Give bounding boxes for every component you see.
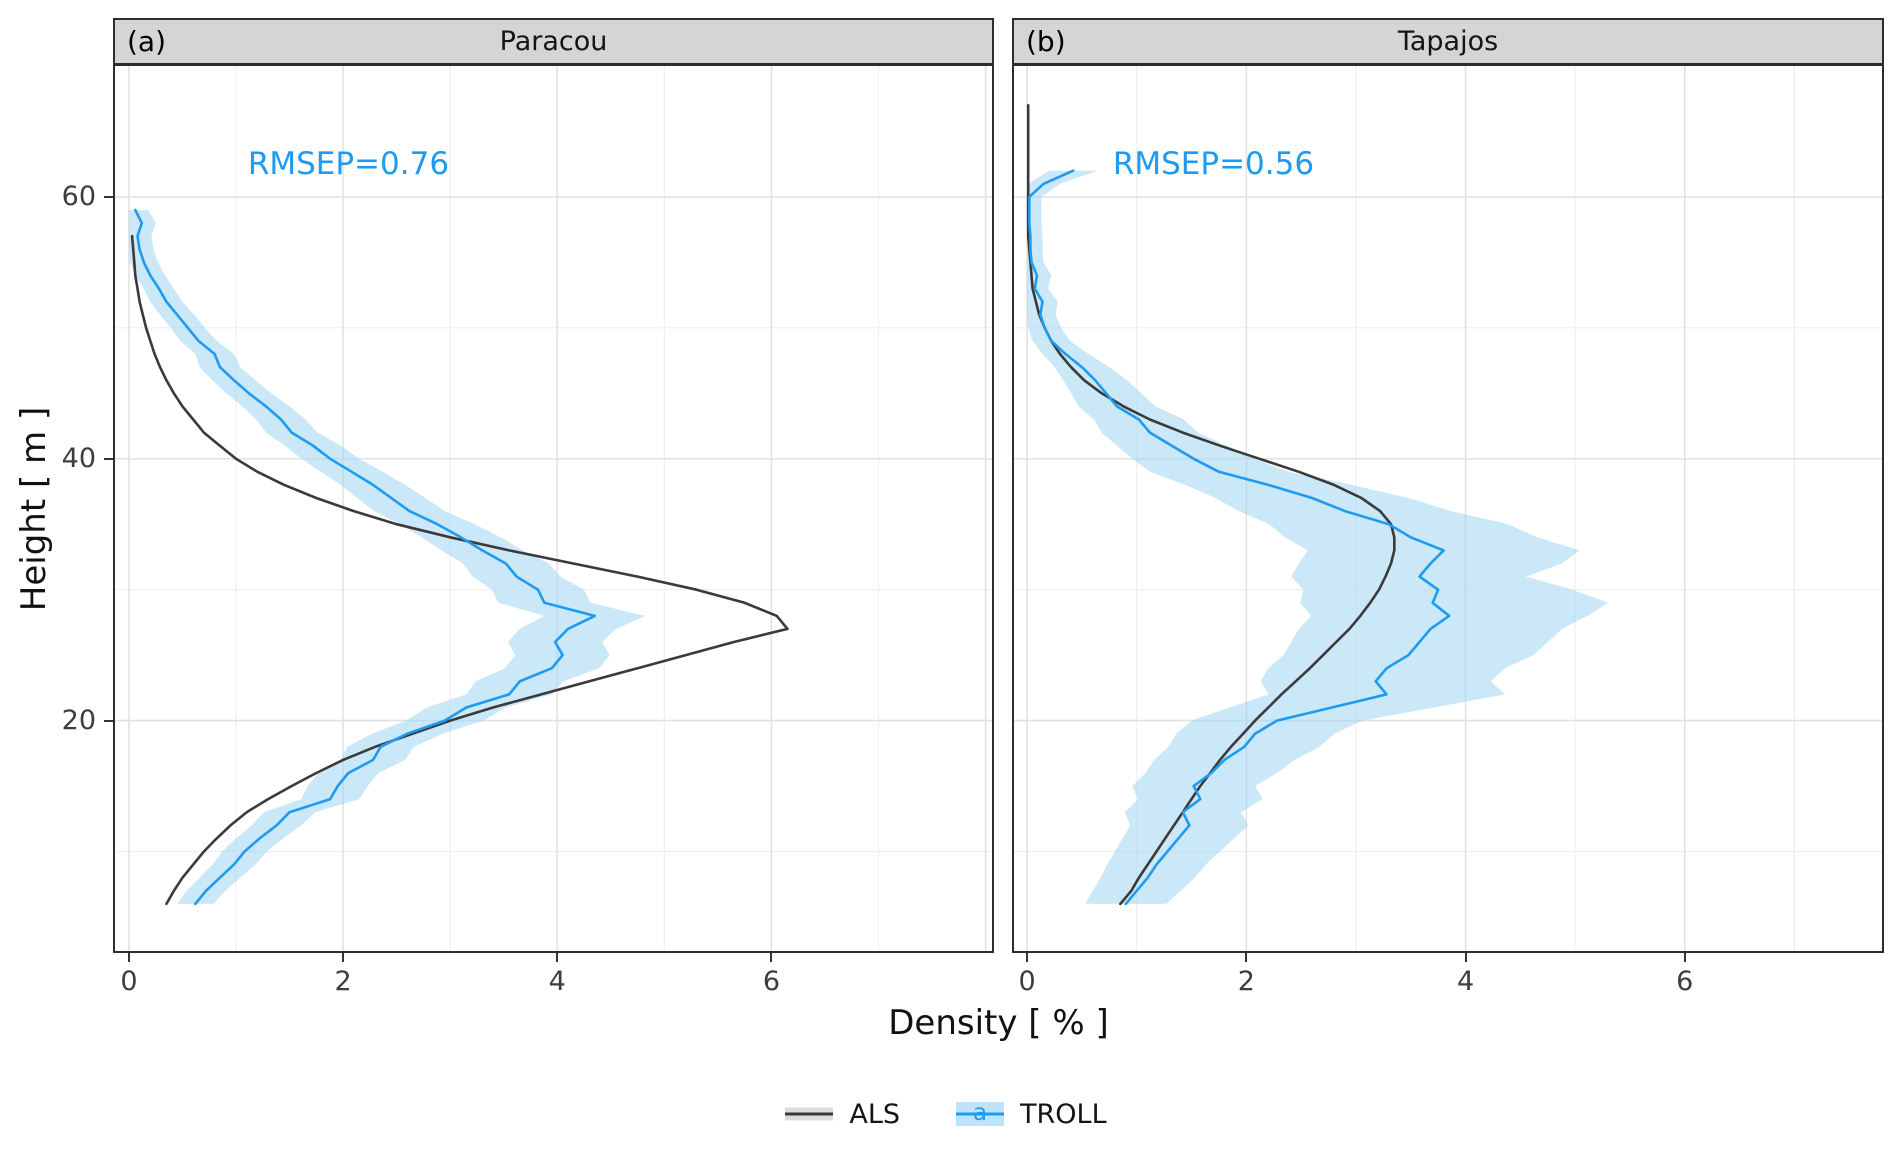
troll-key-line [956,1112,1005,1116]
troll-ribbon [1027,170,1608,904]
facet-strip-tapajos: (b) Tapajos [1012,18,1884,66]
facet-panel-paracou: (a) Paracou RMSEP=0.76 [113,18,994,953]
als-line-key-icon [785,1098,834,1130]
x-tick-mark [127,953,130,962]
facet-title-paracou: Paracou [499,26,608,57]
x-tick-label: 4 [548,966,566,997]
facet-panel-tapajos: (b) Tapajos RMSEP=0.56 [1012,18,1884,953]
panel-tag-b: (b) [1026,25,1066,58]
x-tick-label: 0 [120,966,138,997]
x-tick-label: 0 [1018,966,1036,997]
x-tick-label: 4 [1456,966,1475,997]
als-line [130,234,789,906]
x-tick-label: 2 [1237,966,1255,997]
plot-area-paracou: RMSEP=0.76 [113,66,994,953]
x-tick-mark [770,953,773,962]
panel-tag-a: (a) [127,25,167,58]
troll-ribbon-key-icon: a [956,1098,1005,1130]
y-tick-mark [104,719,113,722]
y-axis-title: Height [ m ] [14,406,54,612]
als-key-line [785,1112,834,1116]
legend: ALS a TROLL [0,1098,1892,1130]
facet-title-tapajos: Tapajos [1397,26,1499,57]
facet-strip-paracou: (a) Paracou [113,18,994,66]
y-tick-label: 20 [61,704,96,736]
legend-item-troll: a TROLL [956,1098,1107,1130]
x-tick-mark [342,953,345,962]
chart-canvas-tapajos [1014,66,1882,951]
y-tick-label: 40 [61,442,96,474]
troll-line [1028,169,1451,906]
troll-ribbon [128,210,646,904]
y-tick-label: 60 [61,180,96,212]
rmsep-annotation-tapajos: RMSEP=0.56 [1112,146,1315,183]
rmsep-annotation-paracou: RMSEP=0.76 [247,146,450,183]
legend-label-troll: TROLL [1020,1098,1107,1130]
y-tick-mark [104,457,113,460]
x-tick-label: 2 [334,966,352,997]
legend-item-als: ALS [785,1098,900,1130]
x-tick-mark [556,953,559,962]
x-tick-mark [1683,953,1686,962]
y-tick-mark [104,195,113,198]
legend-label-als: ALS [849,1098,901,1130]
x-tick-label: 6 [762,966,780,997]
troll-line [134,208,596,906]
x-tick-mark [1026,953,1029,962]
x-axis-title: Density [ % ] [888,1003,1109,1043]
x-tick-mark [1464,953,1467,962]
x-tick-mark [1245,953,1248,962]
plot-area-tapajos: RMSEP=0.56 [1012,66,1884,953]
chart-canvas-paracou [115,66,992,951]
x-tick-label: 6 [1676,966,1694,997]
